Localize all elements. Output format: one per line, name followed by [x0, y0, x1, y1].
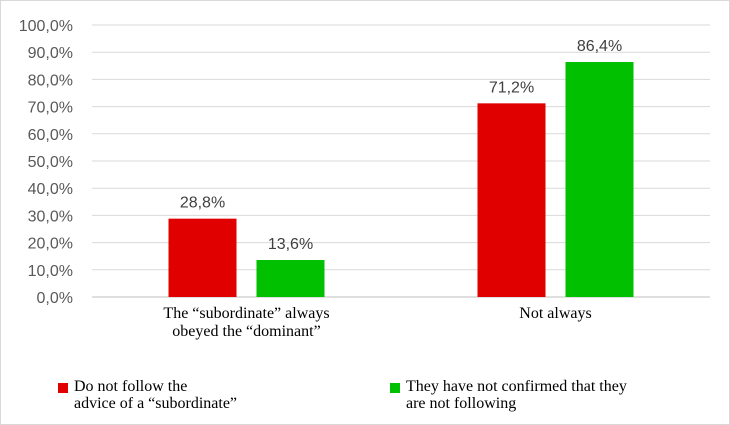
y-tick-label: 20,0%: [28, 236, 73, 253]
category-label: obeyed the “dominant”: [172, 323, 320, 340]
bar: [477, 103, 546, 297]
legend-swatch-green: [390, 383, 400, 393]
y-tick-label: 70,0%: [28, 100, 73, 117]
category-label: Not always: [519, 305, 591, 322]
legend-label-line: Do not follow the: [74, 378, 188, 395]
y-tick-label: 100,0%: [19, 18, 73, 35]
bar: [256, 260, 325, 297]
y-tick-label: 10,0%: [28, 263, 73, 280]
y-tick-label: 50,0%: [28, 154, 73, 171]
data-label: 13,6%: [268, 236, 313, 253]
bar: [168, 218, 237, 297]
data-label: 71,2%: [489, 79, 534, 96]
y-tick-label: 60,0%: [28, 127, 73, 144]
data-label: 86,4%: [577, 38, 622, 55]
category-label: The “subordinate” always: [163, 305, 329, 322]
data-label: 28,8%: [180, 195, 225, 212]
legend-label-line: advice of a “subordinate”: [74, 395, 238, 412]
y-tick-label: 30,0%: [28, 208, 73, 225]
legend-label: They have not confirmed that they are no…: [406, 378, 627, 412]
y-tick-label: 90,0%: [28, 45, 73, 62]
legend-swatch-red: [58, 383, 68, 393]
y-tick-label: 80,0%: [28, 72, 73, 89]
legend-label-line: are not following: [406, 395, 517, 412]
y-tick-label: 0,0%: [37, 290, 73, 307]
y-tick-label: 40,0%: [28, 181, 73, 198]
legend-label: Do not follow the advice of a “subordina…: [74, 378, 237, 412]
legend-label-line: They have not confirmed that they: [406, 378, 627, 395]
bar: [565, 61, 634, 297]
